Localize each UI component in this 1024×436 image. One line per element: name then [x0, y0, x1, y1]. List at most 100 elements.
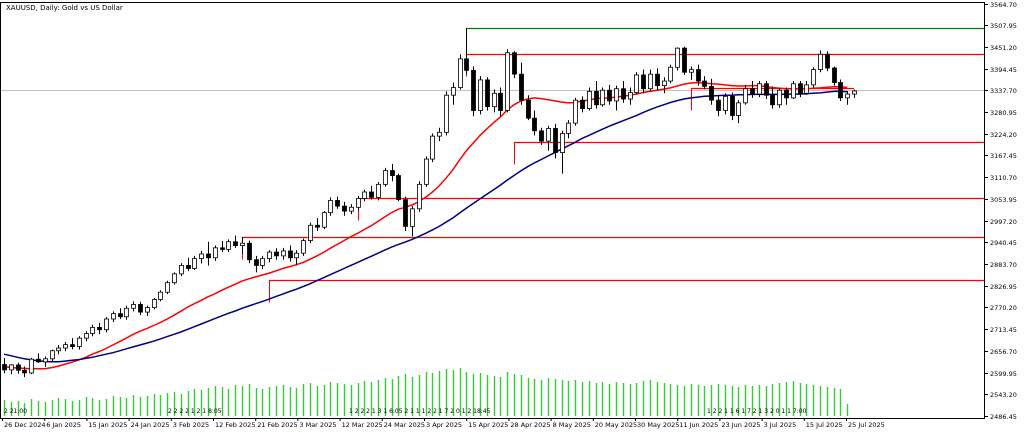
candle-body-bear: [118, 313, 123, 318]
candle-body-bear: [750, 88, 755, 95]
candle-body-bull: [560, 133, 565, 153]
price-tick-label: 3507.95: [990, 22, 1017, 30]
plot-frame: [0, 2, 985, 419]
candle-body-bear: [498, 92, 503, 111]
price-tick-label: 3053.95: [990, 196, 1017, 204]
time-tick-label: 21 Feb 2025: [257, 421, 297, 429]
candle-body-bear: [716, 99, 721, 111]
candle-body-bear: [607, 89, 612, 102]
price-tick-label: 2713.45: [990, 326, 1017, 334]
candle-body-bull: [451, 87, 456, 96]
candle-body-bear: [70, 344, 75, 347]
time-tick-label: 3 Apr 2025: [426, 421, 462, 429]
candle-body-bear: [594, 90, 599, 106]
candle-body-bull: [111, 313, 116, 320]
time-tick-label: 25 Jul 2025: [848, 421, 885, 429]
time-tick-label: 3 Mar 2025: [299, 421, 336, 429]
price-tick-label: 2770.20: [990, 304, 1017, 312]
candle-body-bull: [628, 92, 633, 100]
price-tick-label: 3167.45: [990, 152, 1017, 160]
candle-body-bear: [247, 242, 252, 261]
volume-value-label: 1 2 2 2 1 3 1 6:05 2 1 1 1 2 2 1 7 2 0 1…: [349, 408, 491, 415]
candle-body-bear: [369, 191, 374, 198]
price-tick-label: 2883.70: [990, 261, 1017, 269]
candle-body-bull: [546, 128, 551, 142]
candle-body-bull: [723, 95, 728, 111]
candle-body-bull: [301, 240, 306, 254]
candle-body-bull: [356, 198, 361, 208]
time-tick-label: 15 Jul 2025: [806, 421, 843, 429]
candle-body-bear: [539, 130, 544, 142]
price-tick-label: 2599.95: [990, 370, 1017, 378]
price-tick-label: 3394.45: [990, 66, 1017, 74]
candle-body-bear: [138, 304, 143, 313]
candle-body-bull: [478, 79, 483, 111]
candle-body-bear: [825, 53, 830, 69]
time-tick-label: 11 Jun 2025: [679, 421, 718, 429]
candle-body-bear: [532, 117, 537, 132]
time-tick-label: 23 Jun 2025: [721, 421, 760, 429]
candle-body-bull: [818, 53, 823, 70]
candle-body-bear: [682, 47, 687, 73]
candle-body-bull: [417, 183, 422, 210]
candle-body-bear: [798, 83, 803, 94]
candle-body-bull: [158, 291, 163, 300]
candle-body-bear: [471, 69, 476, 111]
candle-body-bull: [165, 282, 170, 293]
candle-body-bull: [492, 92, 497, 108]
candle-body-bear: [390, 170, 395, 176]
candle-body-bull: [743, 88, 748, 104]
candle-body-bear: [206, 253, 211, 259]
candle-body-bull: [145, 307, 150, 313]
candle-body-bull: [573, 99, 578, 124]
candles-layer: [2, 28, 857, 378]
candle-body-bear: [186, 265, 191, 269]
time-tick-label: 26 Dec 2024: [4, 421, 46, 429]
candle-body-bull: [777, 89, 782, 106]
candle-body-bull: [308, 224, 313, 241]
candle-body-bear: [254, 259, 259, 266]
candle-body-bull: [131, 304, 136, 309]
candle-body-bear: [730, 95, 735, 116]
candle-body-bull: [43, 358, 48, 363]
price-tick-label: 2826.95: [990, 283, 1017, 291]
price-tick-label: 3224.20: [990, 131, 1017, 139]
candle-body-bull: [349, 206, 354, 212]
candle-body-bull: [199, 253, 204, 259]
candle-body-bear: [485, 79, 490, 108]
candle-body-bear: [97, 327, 102, 331]
time-tick-label: 30 May 2025: [637, 421, 679, 429]
candle-body-bull: [104, 318, 109, 331]
candle-body-bear: [770, 94, 775, 106]
price-tick-label: 3110.70: [990, 174, 1017, 182]
volume-layer: 2 21:00 2 2 2 2 1 2 1 8:05 1 2 2 2 1 3 1 6…: [3, 368, 849, 416]
candle-body-bull: [294, 252, 299, 259]
candle-body-bear: [22, 369, 27, 374]
time-tick-label: 3 Feb 2025: [173, 421, 209, 429]
candle-body-bear: [696, 69, 701, 82]
candle-body-bull: [845, 93, 850, 99]
candle-body-bear: [464, 58, 469, 71]
time-tick-label: 8 May 2025: [553, 421, 591, 429]
candle-body-bear: [274, 251, 279, 257]
candle-body-bear: [709, 86, 714, 101]
candle-body-bull: [811, 69, 816, 86]
candle-body-bull: [437, 131, 442, 137]
candle-body-bear: [580, 99, 585, 109]
candle-body-bull: [675, 47, 680, 68]
candle-body-bear: [832, 67, 837, 83]
candle-body-bull: [90, 327, 95, 334]
candle-body-bear: [315, 224, 320, 228]
candle-body-bear: [784, 89, 789, 99]
time-tick-label: 3 Jul 2025: [764, 421, 797, 429]
time-tick-label: 24 Mar 2025: [384, 421, 425, 429]
time-tick-label: 24 Jan 2025: [131, 421, 170, 429]
candle-body-bull: [240, 242, 245, 246]
candle-body-bear: [764, 83, 769, 96]
candle-body-bull: [84, 333, 89, 339]
candle-body-bull: [267, 251, 272, 259]
candle-body-bull: [668, 66, 673, 82]
candle-body-bull: [328, 200, 333, 214]
